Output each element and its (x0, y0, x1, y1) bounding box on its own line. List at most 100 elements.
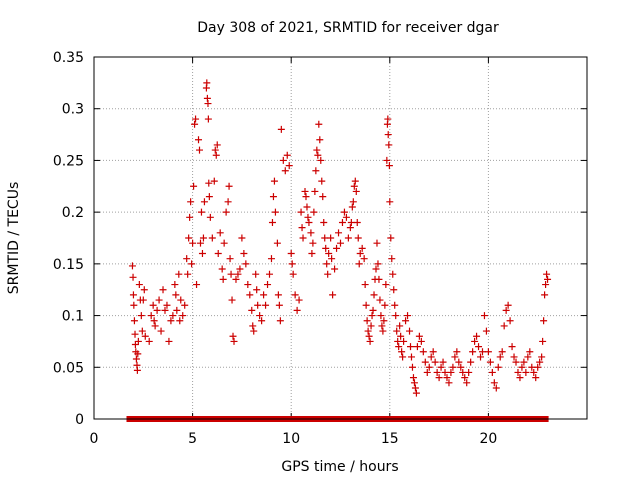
data-point (150, 317, 158, 325)
data-point (227, 270, 235, 278)
data-point (530, 368, 538, 376)
data-point (171, 281, 179, 289)
data-point (333, 244, 341, 252)
data-point (379, 327, 387, 335)
data-point (475, 343, 483, 351)
data-point (539, 337, 547, 345)
data-point (234, 270, 242, 278)
data-point (526, 348, 534, 356)
data-point (421, 358, 429, 366)
data-point (407, 343, 415, 351)
data-point (135, 281, 143, 289)
y-tick-label: 0.2 (62, 205, 84, 221)
data-point (157, 327, 165, 335)
data-point (344, 234, 352, 242)
data-point (309, 239, 317, 247)
data-point (375, 275, 383, 283)
data-point (395, 343, 403, 351)
data-point (155, 296, 163, 304)
data-point (364, 327, 372, 335)
grid (94, 57, 587, 419)
data-point (453, 348, 461, 356)
data-point (200, 198, 208, 206)
data-point (285, 162, 293, 170)
data-point (214, 250, 222, 258)
data-point (192, 115, 200, 123)
data-point (252, 270, 260, 278)
data-point (181, 301, 189, 309)
data-point (463, 379, 471, 387)
data-point (368, 312, 376, 320)
data-point (204, 100, 212, 108)
data-point (362, 301, 370, 309)
data-point (246, 291, 254, 299)
data-point (277, 125, 285, 133)
data-point (543, 270, 551, 278)
data-point (534, 363, 542, 371)
data-point (478, 348, 486, 356)
data-point (369, 306, 377, 314)
data-point (360, 255, 368, 263)
data-point (250, 327, 258, 335)
data-point (348, 203, 356, 211)
data-point (443, 374, 451, 382)
data-point (366, 337, 374, 345)
data-point (389, 270, 397, 278)
data-point (242, 260, 250, 268)
data-point (312, 167, 320, 175)
plot-frame (93, 56, 588, 420)
data-point (139, 296, 147, 304)
data-point (319, 193, 327, 201)
data-point (538, 353, 546, 361)
data-point (203, 79, 211, 87)
data-point (232, 275, 240, 283)
data-point (287, 250, 295, 258)
data-point (159, 286, 167, 294)
data-point (451, 353, 459, 361)
data-point (318, 177, 326, 185)
data-point (346, 224, 354, 232)
data-point (374, 260, 382, 268)
data-point (431, 358, 439, 366)
data-point (455, 358, 463, 366)
data-point (134, 337, 142, 345)
data-point (396, 322, 404, 330)
data-point (208, 234, 216, 242)
data-point (189, 239, 197, 247)
data-point (268, 218, 276, 226)
data-point (522, 368, 530, 376)
data-point (279, 156, 287, 164)
data-point (133, 366, 141, 374)
data-points (126, 79, 552, 422)
data-point (256, 312, 264, 320)
data-point (303, 203, 311, 211)
data-point (308, 250, 316, 258)
data-point (376, 296, 384, 304)
data-point (275, 301, 283, 309)
data-point (365, 332, 373, 340)
data-point (311, 187, 319, 195)
data-point (188, 260, 196, 268)
data-point (141, 332, 149, 340)
data-point (238, 234, 246, 242)
data-point (477, 353, 485, 361)
data-point (172, 291, 180, 299)
data-point (337, 239, 344, 247)
data-point (459, 368, 467, 376)
data-point (384, 115, 392, 123)
data-point (524, 353, 532, 361)
data-point (163, 301, 171, 309)
data-point (218, 265, 226, 273)
data-point (198, 250, 206, 258)
data-point (394, 337, 402, 345)
data-point (248, 306, 256, 314)
data-point (220, 239, 228, 247)
data-point (151, 322, 159, 330)
data-point (352, 187, 360, 195)
data-point (132, 355, 140, 363)
data-point (187, 198, 195, 206)
data-point (191, 120, 199, 128)
data-point (161, 306, 169, 314)
data-point (367, 322, 375, 330)
data-point (482, 327, 490, 335)
